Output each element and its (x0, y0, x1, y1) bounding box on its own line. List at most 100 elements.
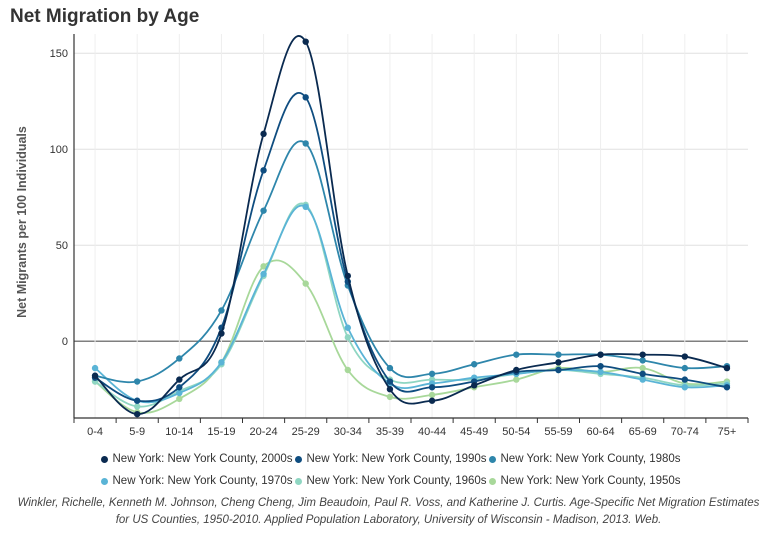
data-point[interactable] (302, 140, 309, 147)
data-point[interactable] (513, 376, 520, 383)
data-point[interactable] (260, 263, 267, 270)
data-point[interactable] (513, 351, 520, 358)
data-point[interactable] (597, 351, 604, 358)
legend-row: New York: New York County, 2000s New York… (0, 448, 777, 470)
data-point[interactable] (260, 270, 267, 278)
data-point[interactable] (681, 376, 689, 383)
legend-label: New York: New York County, 1970s (112, 475, 293, 487)
data-point[interactable] (302, 280, 309, 287)
data-point[interactable] (386, 393, 394, 401)
data-point[interactable] (302, 38, 309, 45)
legend-item[interactable]: New York: New York County, 1960s (294, 475, 487, 487)
data-point[interactable] (723, 364, 731, 372)
legend-item[interactable]: New York: New York County, 1950s (488, 475, 681, 487)
data-point[interactable] (344, 366, 352, 374)
legend-row: New York: New York County, 1970s New York… (0, 470, 777, 492)
series-group (91, 140, 731, 385)
data-point[interactable] (639, 370, 646, 378)
series-line (94, 92, 728, 403)
data-point[interactable] (639, 357, 646, 364)
data-point[interactable] (176, 389, 183, 397)
x-tick-label: 60-64 (586, 426, 614, 438)
x-tick-label: 20-24 (249, 426, 277, 438)
x-tick-label: 15-19 (207, 426, 235, 438)
legend-marker-icon (100, 477, 108, 485)
data-point[interactable] (639, 351, 646, 358)
data-point[interactable] (428, 370, 436, 378)
axis-layer: 0 50 100 150 0-4 5-9 10-14 15-19 20-24 25-29 30-34… (50, 34, 749, 438)
data-point[interactable] (302, 203, 309, 210)
data-point[interactable] (176, 355, 183, 362)
x-tick-label: 55-59 (544, 426, 572, 438)
legend-marker-icon (294, 477, 302, 485)
data-point[interactable] (218, 359, 225, 366)
data-point[interactable] (344, 334, 352, 341)
data-point[interactable] (91, 372, 99, 379)
legend-label: New York: New York County, 2000s (112, 453, 293, 465)
data-point[interactable] (428, 397, 436, 404)
y-tick-label: 0 (62, 336, 68, 348)
legend-item[interactable]: New York: New York County, 1990s (294, 453, 487, 465)
x-tick-label: 35-39 (376, 426, 404, 438)
data-point[interactable] (133, 378, 141, 385)
data-point[interactable] (639, 364, 646, 372)
data-point[interactable] (681, 364, 689, 372)
data-point[interactable] (386, 364, 394, 372)
legend-item[interactable]: New York: New York County, 2000s (100, 453, 293, 465)
y-tick-label: 100 (50, 144, 68, 156)
data-point[interactable] (555, 366, 562, 374)
data-point[interactable] (344, 272, 352, 280)
series-line (94, 35, 728, 416)
data-point[interactable] (91, 364, 99, 372)
legend-item[interactable]: New York: New York County, 1970s (100, 475, 293, 487)
data-point[interactable] (386, 386, 394, 393)
data-point[interactable] (513, 366, 520, 374)
data-point[interactable] (428, 391, 436, 399)
x-tick-label: 25-29 (292, 426, 320, 438)
data-point[interactable] (133, 410, 141, 418)
data-point[interactable] (470, 361, 478, 368)
data-point[interactable] (176, 384, 183, 391)
data-point[interactable] (133, 397, 141, 404)
series-group (91, 35, 731, 418)
data-point[interactable] (681, 353, 689, 360)
x-tick-label: 65-69 (629, 426, 657, 438)
data-point[interactable] (218, 307, 225, 314)
legend-item[interactable]: New York: New York County, 1980s (488, 453, 681, 465)
y-tick-label: 150 (50, 48, 68, 60)
data-point[interactable] (597, 368, 604, 376)
data-point[interactable] (555, 351, 562, 358)
data-point[interactable] (428, 384, 436, 391)
data-point[interactable] (470, 382, 478, 389)
x-tick-label: 30-34 (334, 426, 362, 438)
data-point[interactable] (302, 94, 309, 101)
chart-plot: 0 50 100 150 0-4 5-9 10-14 15-19 20-24 25-29 30-34… (15, 34, 749, 438)
data-point[interactable] (723, 384, 731, 391)
series-line (94, 259, 727, 414)
x-tick-label: 0-4 (87, 426, 103, 438)
x-tick-label: 40-44 (418, 426, 446, 438)
legend-label: New York: New York County, 1950s (500, 475, 681, 487)
legend-label: New York: New York County, 1980s (500, 453, 681, 465)
data-point[interactable] (681, 384, 689, 391)
x-tick-label: 5-9 (129, 426, 145, 438)
data-point[interactable] (597, 362, 604, 370)
x-tick-label: 10-14 (165, 426, 193, 438)
data-point[interactable] (218, 330, 225, 337)
data-point[interactable] (639, 376, 646, 383)
data-point[interactable] (386, 378, 394, 385)
chart-title: Net Migration by Age (10, 6, 200, 27)
x-tick-label: 75+ (718, 426, 737, 438)
legend-label: New York: New York County, 1960s (306, 475, 487, 487)
x-tick-label: 45-49 (460, 426, 488, 438)
data-point[interactable] (555, 359, 562, 366)
legend-marker-icon (100, 455, 108, 463)
data-point[interactable] (260, 130, 267, 138)
data-point[interactable] (176, 395, 183, 402)
legend-marker-icon (488, 455, 496, 463)
data-point[interactable] (260, 207, 267, 214)
data-point[interactable] (176, 376, 183, 383)
data-point[interactable] (133, 403, 141, 410)
data-point[interactable] (344, 324, 352, 331)
data-point[interactable] (260, 167, 267, 174)
